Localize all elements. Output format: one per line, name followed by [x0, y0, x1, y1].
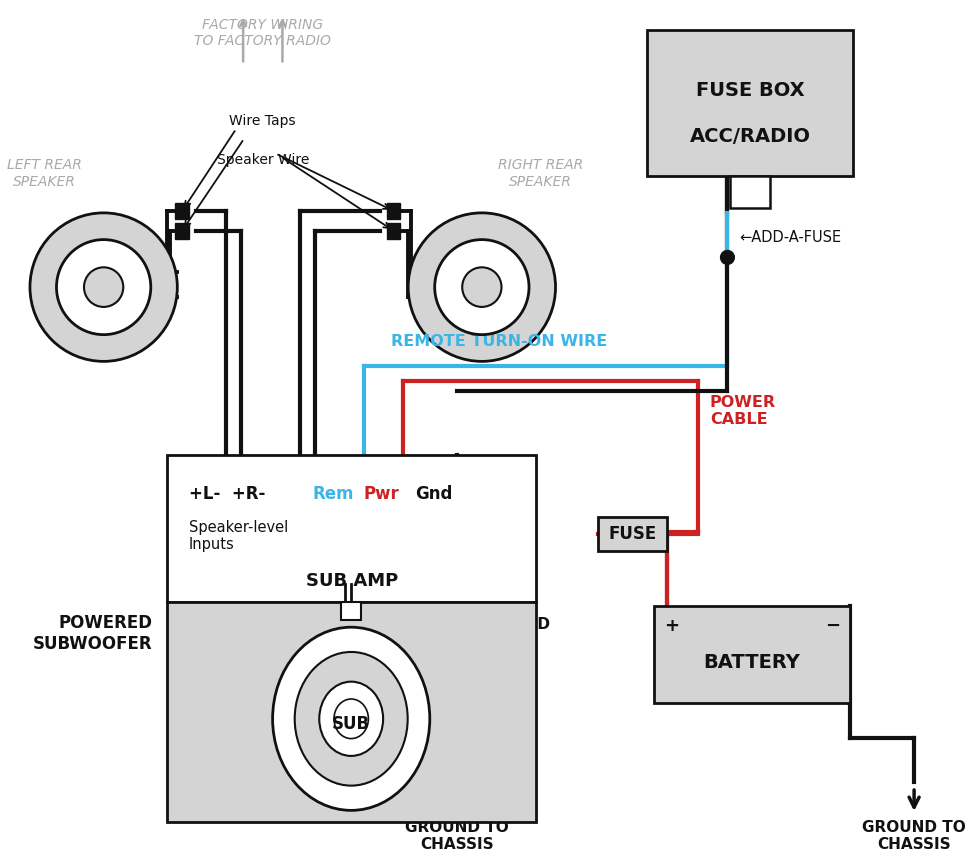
- Ellipse shape: [334, 699, 368, 739]
- Text: POWER
CABLE: POWER CABLE: [709, 394, 775, 427]
- Text: RIGHT REAR
SPEAKER: RIGHT REAR SPEAKER: [497, 158, 583, 189]
- Text: GROUND TO
CHASSIS: GROUND TO CHASSIS: [862, 819, 965, 852]
- Text: +L-  +R-: +L- +R-: [189, 485, 265, 503]
- Text: ←ADD-A-FUSE: ←ADD-A-FUSE: [739, 230, 840, 245]
- Text: Rem: Rem: [313, 485, 354, 503]
- Text: −: −: [825, 617, 839, 635]
- Circle shape: [30, 213, 177, 362]
- Bar: [597, 517, 666, 551]
- Circle shape: [462, 267, 501, 307]
- Text: FACTORY WIRING
TO FACTORY RADIO: FACTORY WIRING TO FACTORY RADIO: [194, 18, 331, 48]
- Bar: [341, 602, 361, 620]
- Text: ACC/RADIO: ACC/RADIO: [689, 127, 810, 146]
- Circle shape: [84, 267, 123, 307]
- Text: FUSE: FUSE: [608, 525, 656, 543]
- Text: BATTERY: BATTERY: [702, 653, 799, 672]
- Circle shape: [720, 251, 734, 265]
- Bar: [386, 203, 400, 219]
- Bar: [175, 222, 189, 239]
- Circle shape: [57, 240, 150, 335]
- Text: POWERED
SUBWOOFER: POWERED SUBWOOFER: [33, 614, 152, 653]
- Bar: [386, 222, 400, 239]
- Text: Pwr: Pwr: [363, 485, 400, 503]
- Bar: [167, 602, 535, 822]
- Text: Gnd: Gnd: [414, 485, 452, 503]
- Text: SUB AMP: SUB AMP: [305, 572, 398, 590]
- Ellipse shape: [273, 627, 429, 810]
- Bar: [167, 455, 535, 602]
- Ellipse shape: [294, 652, 407, 786]
- Circle shape: [434, 240, 529, 335]
- Text: LEFT REAR
SPEAKER: LEFT REAR SPEAKER: [7, 158, 82, 189]
- Text: GROUND TO
CHASSIS: GROUND TO CHASSIS: [405, 819, 509, 852]
- Text: Speaker Wire: Speaker Wire: [216, 154, 309, 168]
- Bar: [653, 606, 849, 703]
- Circle shape: [407, 213, 555, 362]
- Bar: [646, 30, 852, 176]
- Text: REMOTE TURN-ON WIRE: REMOTE TURN-ON WIRE: [391, 334, 607, 349]
- Text: SUB: SUB: [332, 715, 370, 733]
- Bar: [175, 203, 189, 219]
- Ellipse shape: [319, 682, 383, 756]
- Text: GROUND
CABLE: GROUND CABLE: [475, 618, 549, 650]
- Text: +: +: [663, 617, 678, 635]
- Text: Wire Taps: Wire Taps: [230, 114, 296, 128]
- Text: Speaker-level
Inputs: Speaker-level Inputs: [189, 520, 288, 552]
- Bar: [730, 176, 769, 208]
- Text: FUSE BOX: FUSE BOX: [695, 82, 803, 101]
